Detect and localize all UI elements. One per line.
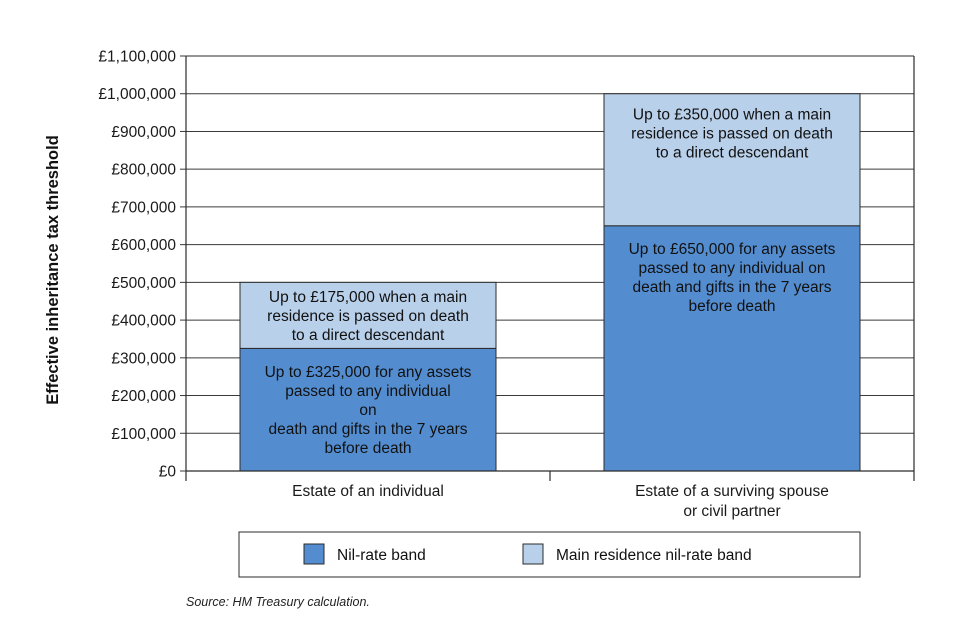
- y-tick-label: £500,000: [111, 275, 176, 292]
- y-tick-label: £600,000: [111, 237, 176, 254]
- bar-annotation: Up to £325,000 for any assets passed to a…: [265, 364, 472, 457]
- source-note: Source: HM Treasury calculation.: [186, 595, 370, 609]
- y-tick-label: £400,000: [111, 313, 176, 330]
- bars: [239, 93, 861, 472]
- y-tick-label: £100,000: [111, 426, 176, 443]
- legend-label: Nil-rate band: [337, 547, 426, 564]
- y-tick-label: £200,000: [111, 388, 176, 405]
- bar-annotation-line: Up to £325,000 for any assets: [265, 364, 472, 381]
- x-category-label-line: Estate of an individual: [292, 483, 444, 500]
- x-category-label-line: or civil partner: [683, 503, 780, 520]
- bar-annotation: Up to £350,000 when a main residence is p…: [631, 107, 833, 162]
- y-tick-label: £1,100,000: [98, 49, 176, 66]
- bar-segment: [603, 93, 861, 227]
- bar-segment: [603, 225, 861, 472]
- x-category-label: Estate of a surviving spouse or civil par…: [635, 483, 829, 520]
- y-tick-label: £700,000: [111, 199, 176, 216]
- bar-annotation-line: residence is passed on death: [267, 308, 469, 325]
- bar-segment: [239, 281, 497, 349]
- legend-box: [238, 531, 861, 578]
- x-category-label-line: Estate of a surviving spouse: [635, 483, 829, 500]
- axes: £0 £100,000 £200,000 £300,000 £400,000 £500,0…: [98, 49, 915, 520]
- bar-annotation-line: to a direct descendant: [292, 327, 445, 344]
- bar-annotation-line: before death: [324, 440, 411, 457]
- legend: Nil-rate band Main residence nil-rate ban…: [238, 531, 861, 578]
- y-axis-label: Effective inheritance tax threshold: [44, 135, 62, 405]
- bar-annotation-line: Up to £350,000 when a main: [633, 107, 831, 124]
- bar-annotation-line: Up to £175,000 when a main: [269, 289, 467, 306]
- y-tick-label: £300,000: [111, 350, 176, 367]
- legend-swatch: [522, 543, 544, 565]
- y-tick-label: £0: [159, 464, 177, 481]
- bar-annotation-line: Up to £650,000 for any assets: [629, 241, 836, 258]
- bar-annotation-line: to a direct descendant: [656, 145, 809, 162]
- bar-annotation: Up to £175,000 when a main residence is p…: [267, 289, 469, 344]
- x-category-label: Estate of an individual: [292, 483, 444, 500]
- y-tick-label: £800,000: [111, 162, 176, 179]
- bar-annotation-line: death and gifts in the 7 years: [632, 279, 831, 296]
- bar-annotation-line: death and gifts in the 7 years: [268, 421, 467, 438]
- legend-swatch: [303, 543, 325, 565]
- y-tick-label: £1,000,000: [98, 86, 176, 103]
- bar-annotation: Up to £650,000 for any assets passed to a…: [629, 241, 836, 315]
- bar-segment: [239, 347, 497, 472]
- bar-annotation-line: on: [359, 402, 376, 419]
- bar-annotation-line: passed to any individual on: [639, 260, 826, 277]
- legend-label: Main residence nil-rate band: [556, 547, 752, 564]
- bar-annotation-line: residence is passed on death: [631, 126, 833, 143]
- bar-annotation-line: before death: [688, 298, 775, 315]
- y-tick-label: £900,000: [111, 124, 176, 141]
- bar-annotation-line: passed to any individual: [285, 383, 450, 400]
- bar-annotations: Up to £325,000 for any assets passed to a…: [265, 107, 836, 457]
